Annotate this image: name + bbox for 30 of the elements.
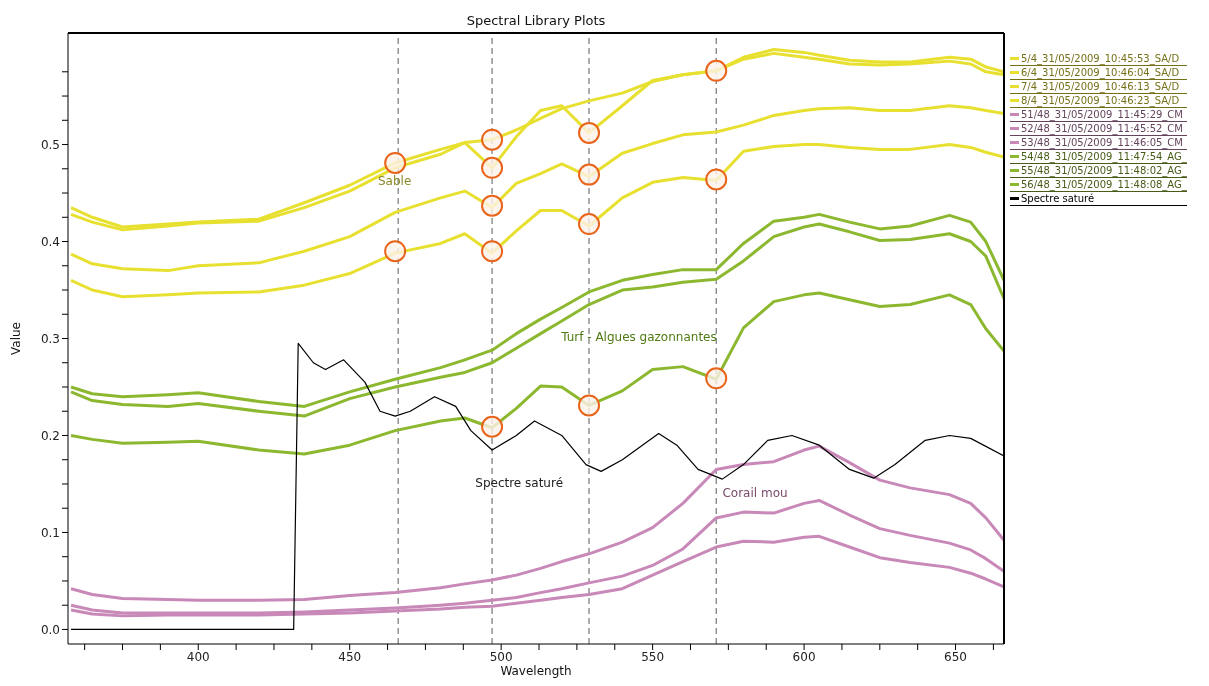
- y-tick-label: 0.4: [40, 234, 60, 249]
- legend-label: 53/48_31/05/2009_11:46:05_CM: [1021, 137, 1183, 148]
- x-tick-label: 500: [489, 649, 513, 664]
- y-tick-label: 0.2: [40, 428, 60, 443]
- legend-label: 51/48_31/05/2009_11:45:29_CM: [1021, 109, 1183, 120]
- legend-label: 6/4_31/05/2009_10:46:04_SA/D: [1021, 67, 1180, 78]
- legend-label: 7/4_31/05/2009_10:46:13_SA/D: [1021, 81, 1180, 92]
- y-tick-label: 0.5: [40, 137, 60, 152]
- legend-label: 5/4_31/05/2009_10:45:53_SA/D: [1021, 53, 1180, 64]
- y-tick-label: 0.1: [40, 525, 60, 540]
- x-tick-label: 400: [186, 649, 210, 664]
- y-tick-label: 0.3: [40, 331, 60, 346]
- y-tick-label: 0.0: [40, 622, 60, 637]
- legend-label: Spectre saturé: [1021, 193, 1095, 204]
- x-tick-label: 600: [792, 649, 816, 664]
- x-tick-label: 450: [338, 649, 362, 664]
- chart-title: Spectral Library Plots: [466, 13, 606, 28]
- annotation: Corail mou: [722, 486, 788, 501]
- legend-label: 8/4_31/05/2009_10:46:23_SA/D: [1021, 95, 1180, 106]
- legend-label: 55/48_31/05/2009_11:48:02_AG_: [1021, 165, 1187, 176]
- legend-label: 54/48_31/05/2009_11:47:54_AG_: [1021, 151, 1187, 162]
- legend-label: 56/48_31/05/2009_11:48:08_AG_: [1021, 179, 1187, 190]
- annotation: Turf - Algues gazonnantes: [560, 329, 717, 344]
- x-tick-label: 550: [641, 649, 665, 664]
- annotation: Sable: [378, 173, 412, 188]
- x-tick-label: 650: [944, 649, 967, 664]
- y-axis-title: Value: [9, 322, 23, 355]
- legend-label: 52/48_31/05/2009_11:45:52_CM: [1021, 123, 1183, 134]
- x-axis-title: Wavelength: [500, 664, 572, 678]
- annotation: Spectre saturé: [475, 475, 564, 490]
